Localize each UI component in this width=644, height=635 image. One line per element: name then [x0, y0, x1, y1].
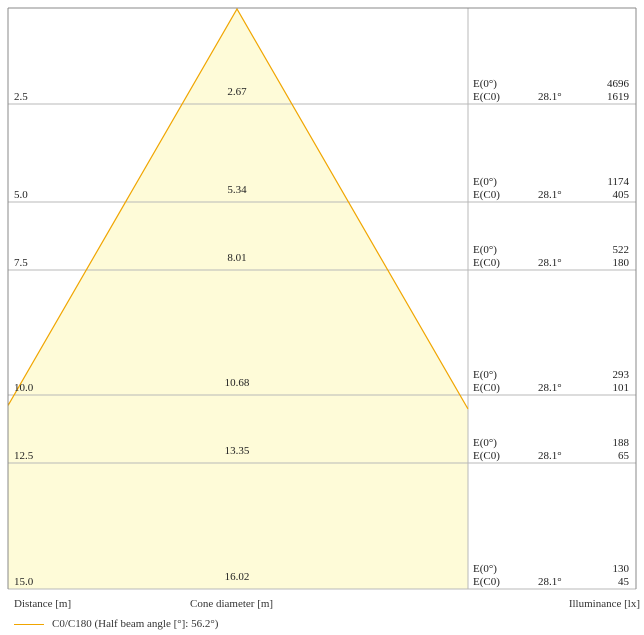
angle-label: 28.1° — [538, 91, 562, 103]
angle-label: 28.1° — [538, 450, 562, 462]
legend-label: C0/C180 (Half beam angle [°]: 56.2°) — [52, 618, 219, 630]
ec0-value: 65 — [618, 450, 630, 462]
e0-value: 1174 — [607, 176, 629, 188]
cone-diameter-label: 16.02 — [225, 571, 250, 583]
ec0-label: E(C0) — [473, 189, 500, 201]
cone-fill — [8, 9, 468, 589]
legend: C0/C180 (Half beam angle [°]: 56.2°) — [14, 618, 218, 630]
e0-label: E(0°) — [473, 78, 497, 90]
e0-value: 188 — [613, 437, 630, 449]
cone-diameter-axis-label: Cone diameter [m] — [190, 598, 274, 610]
angle-label: 28.1° — [538, 257, 562, 269]
e0-label: E(0°) — [473, 563, 497, 575]
e0-label: E(0°) — [473, 176, 497, 188]
legend-line-swatch — [14, 623, 44, 625]
angle-label: 28.1° — [538, 382, 562, 394]
ec0-label: E(C0) — [473, 382, 500, 394]
ec0-label: E(C0) — [473, 450, 500, 462]
e0-label: E(0°) — [473, 244, 497, 256]
angle-label: 28.1° — [538, 189, 562, 201]
e0-value: 4696 — [607, 78, 630, 90]
ec0-label: E(C0) — [473, 576, 500, 588]
illuminance-axis-label: Illuminance [lx] — [568, 598, 640, 610]
angle-label: 28.1° — [538, 576, 562, 588]
cone-diameter-label: 2.67 — [227, 86, 247, 98]
e0-value: 130 — [613, 563, 630, 575]
ec0-value: 45 — [618, 576, 630, 588]
e0-value: 522 — [613, 244, 630, 256]
e0-label: E(0°) — [473, 437, 497, 449]
distance-axis-label: Distance [m] — [14, 598, 72, 610]
distance-label: 12.5 — [14, 450, 34, 462]
e0-label: E(0°) — [473, 369, 497, 381]
ec0-value: 1619 — [607, 91, 630, 103]
ec0-label: E(C0) — [473, 91, 500, 103]
ec0-value: 180 — [613, 257, 630, 269]
ec0-value: 101 — [613, 382, 630, 394]
cone-outline — [7, 7, 469, 410]
distance-label: 15.0 — [14, 576, 34, 588]
cone-diameter-label: 5.34 — [227, 184, 247, 196]
cone-diameter-label: 10.68 — [225, 377, 250, 389]
distance-label: 2.5 — [14, 91, 28, 103]
cone-diameter-label: 13.35 — [225, 445, 250, 457]
distance-label: 5.0 — [14, 189, 28, 201]
distance-label: 7.5 — [14, 257, 28, 269]
distance-label: 10.0 — [14, 382, 34, 394]
ec0-label: E(C0) — [473, 257, 500, 269]
e0-value: 293 — [613, 369, 630, 381]
cone-diameter-label: 8.01 — [227, 252, 246, 264]
ec0-value: 405 — [613, 189, 630, 201]
